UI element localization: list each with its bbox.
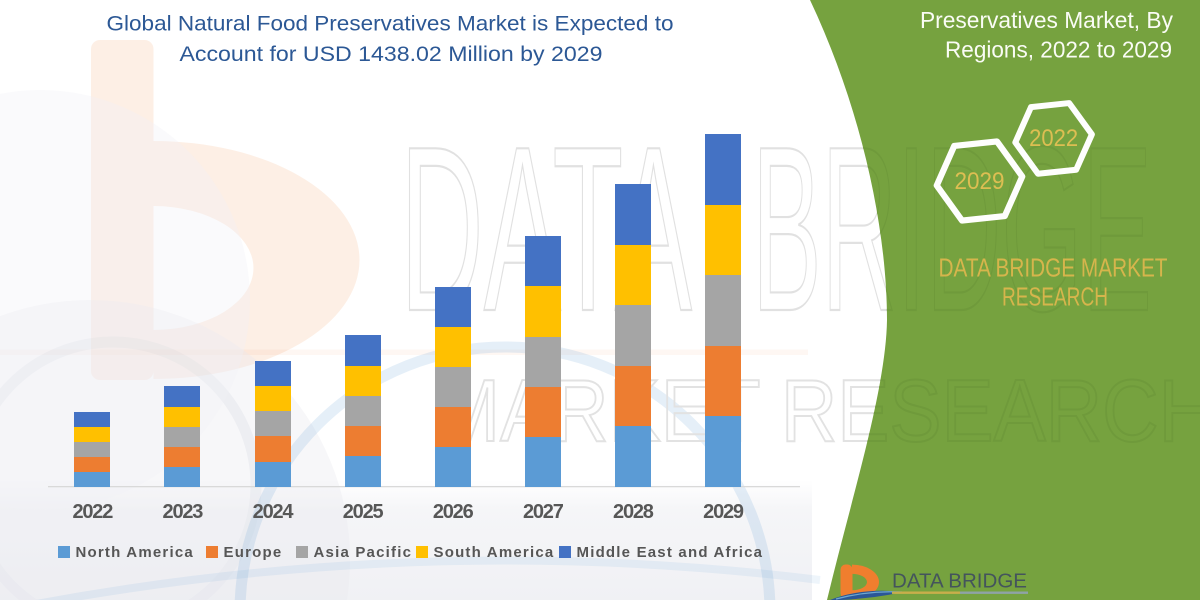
svg-text:2022: 2022 (1029, 125, 1078, 152)
svg-text:Preservatives Market, By: Preservatives Market, By (920, 7, 1173, 33)
svg-text:2029: 2029 (955, 168, 1005, 195)
svg-text:Regions, 2022 to 2029: Regions, 2022 to 2029 (945, 37, 1172, 63)
svg-text:MARKET RESEARCH: MARKET RESEARCH (435, 361, 1200, 460)
svg-text:DATA: DATA (400, 97, 692, 360)
svg-text:Global Natural Food Preservati: Global Natural Food Preservatives Market… (107, 12, 674, 36)
svg-text:DATA BRIDGE: DATA BRIDGE (892, 570, 1027, 593)
svg-text:Account for USD 1438.02 Millio: Account for USD 1438.02 Million by 2029 (180, 42, 603, 66)
svg-text:DATA BRIDGE MARKET: DATA BRIDGE MARKET (939, 253, 1168, 283)
svg-text:RESEARCH: RESEARCH (1002, 282, 1108, 312)
